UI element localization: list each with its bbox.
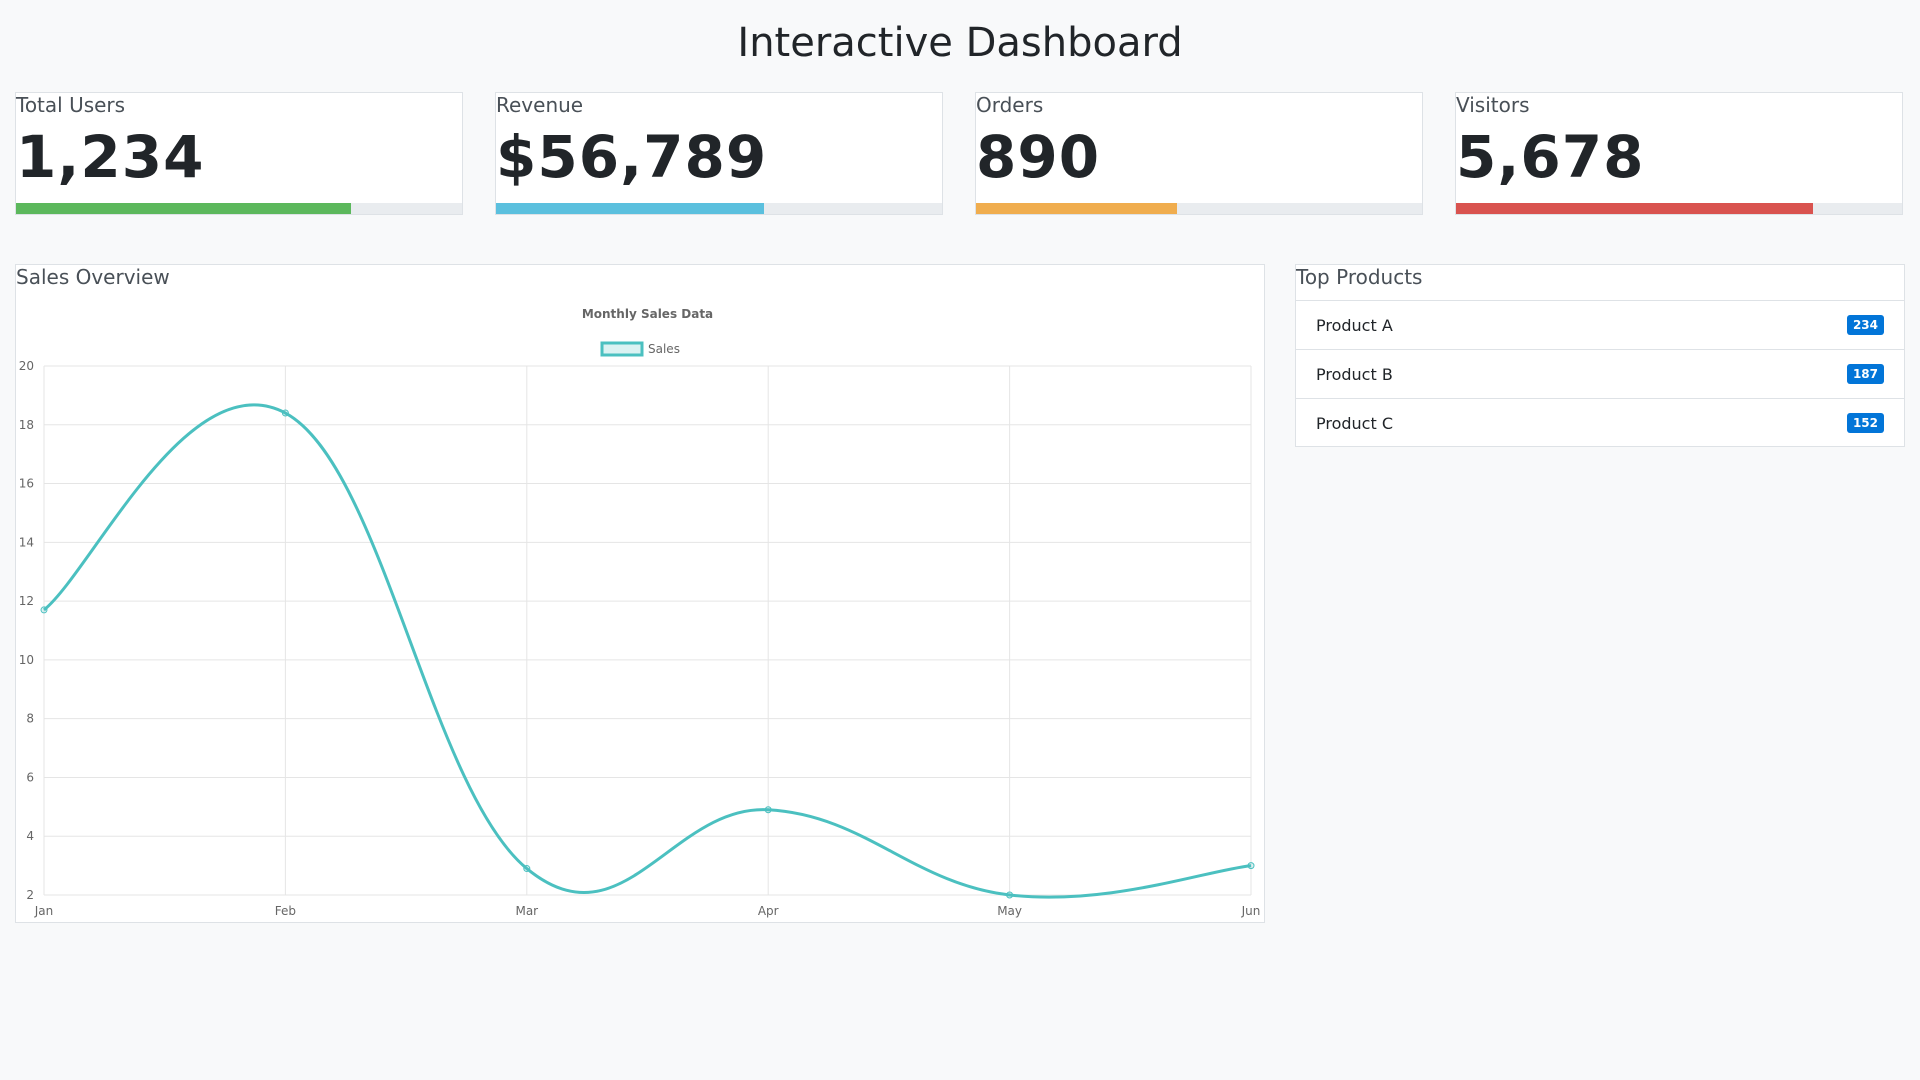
sales-overview-card: Sales Overview Monthly Sales Data Sales 2 4… (15, 264, 1265, 923)
stat-label: Revenue (496, 93, 584, 117)
progress-fill (1456, 203, 1813, 214)
y-tick-label: 20 (19, 359, 34, 373)
stat-label: Orders (976, 93, 1044, 117)
stat-card-orders: Orders 890 (975, 92, 1423, 215)
y-tick-label: 12 (19, 594, 34, 608)
page-title: Interactive Dashboard (737, 20, 1183, 66)
top-products-card: Top Products Product A 234 Product B 187… (1295, 264, 1905, 447)
stat-value: 5,678 (1456, 123, 1645, 191)
card-title: Top Products (1296, 265, 1423, 289)
stat-value: 890 (976, 123, 1101, 191)
data-point (1006, 891, 1014, 899)
progress-bar (976, 203, 1422, 214)
list-item[interactable]: Product A 234 (1296, 301, 1904, 350)
list-item[interactable]: Product C 152 (1296, 399, 1904, 447)
series-line-sales (43, 403, 1252, 899)
progress-fill (16, 203, 351, 214)
data-point (1247, 862, 1255, 870)
y-tick-label: 2 (26, 888, 34, 902)
x-tick-label: May (997, 904, 1022, 918)
legend-label: Sales (648, 342, 680, 356)
x-tick-label: Jun (1241, 904, 1261, 918)
stat-card-revenue: Revenue $56,789 (495, 92, 943, 215)
product-name: Product B (1316, 364, 1393, 384)
count-badge: 152 (1846, 413, 1884, 433)
stat-value: $56,789 (496, 123, 768, 191)
y-tick-label: 10 (19, 653, 34, 667)
x-tick-label: Jan (34, 904, 54, 918)
product-name: Product A (1316, 315, 1393, 335)
chart-title: Monthly Sales Data (582, 307, 713, 321)
progress-bar (16, 203, 462, 214)
stat-card-total-users: Total Users 1,234 (15, 92, 463, 215)
y-tick-label: 14 (19, 535, 34, 549)
stat-label: Total Users (16, 93, 126, 117)
stat-card-visitors: Visitors 5,678 (1455, 92, 1903, 215)
progress-fill (976, 203, 1177, 214)
data-point (281, 409, 289, 417)
y-tick-label: 18 (19, 418, 34, 432)
y-tick-label: 6 (26, 770, 34, 784)
y-tick-label: 16 (19, 477, 34, 491)
progress-fill (496, 203, 764, 214)
x-tick-label: Feb (275, 904, 296, 918)
data-point (523, 865, 531, 873)
product-name: Product C (1316, 413, 1394, 433)
sales-line-chart[interactable]: Monthly Sales Data Sales 2 4 6 8 10 12 14 16 18 20 J… (16, 265, 1264, 922)
stat-label: Visitors (1456, 93, 1530, 117)
count-badge: 234 (1846, 315, 1884, 335)
list-item[interactable]: Product B 187 (1296, 350, 1904, 399)
progress-bar (496, 203, 942, 214)
y-tick-label: 4 (26, 829, 34, 843)
progress-bar (1456, 203, 1902, 214)
y-tick-label: 8 (26, 712, 34, 726)
count-badge: 187 (1846, 364, 1884, 384)
card-title: Sales Overview (16, 265, 170, 289)
data-point (40, 606, 48, 614)
x-tick-label: Mar (515, 904, 538, 918)
x-tick-label: Apr (758, 904, 779, 918)
stat-value: 1,234 (16, 123, 205, 191)
legend-swatch (600, 341, 644, 357)
data-point (764, 806, 772, 814)
